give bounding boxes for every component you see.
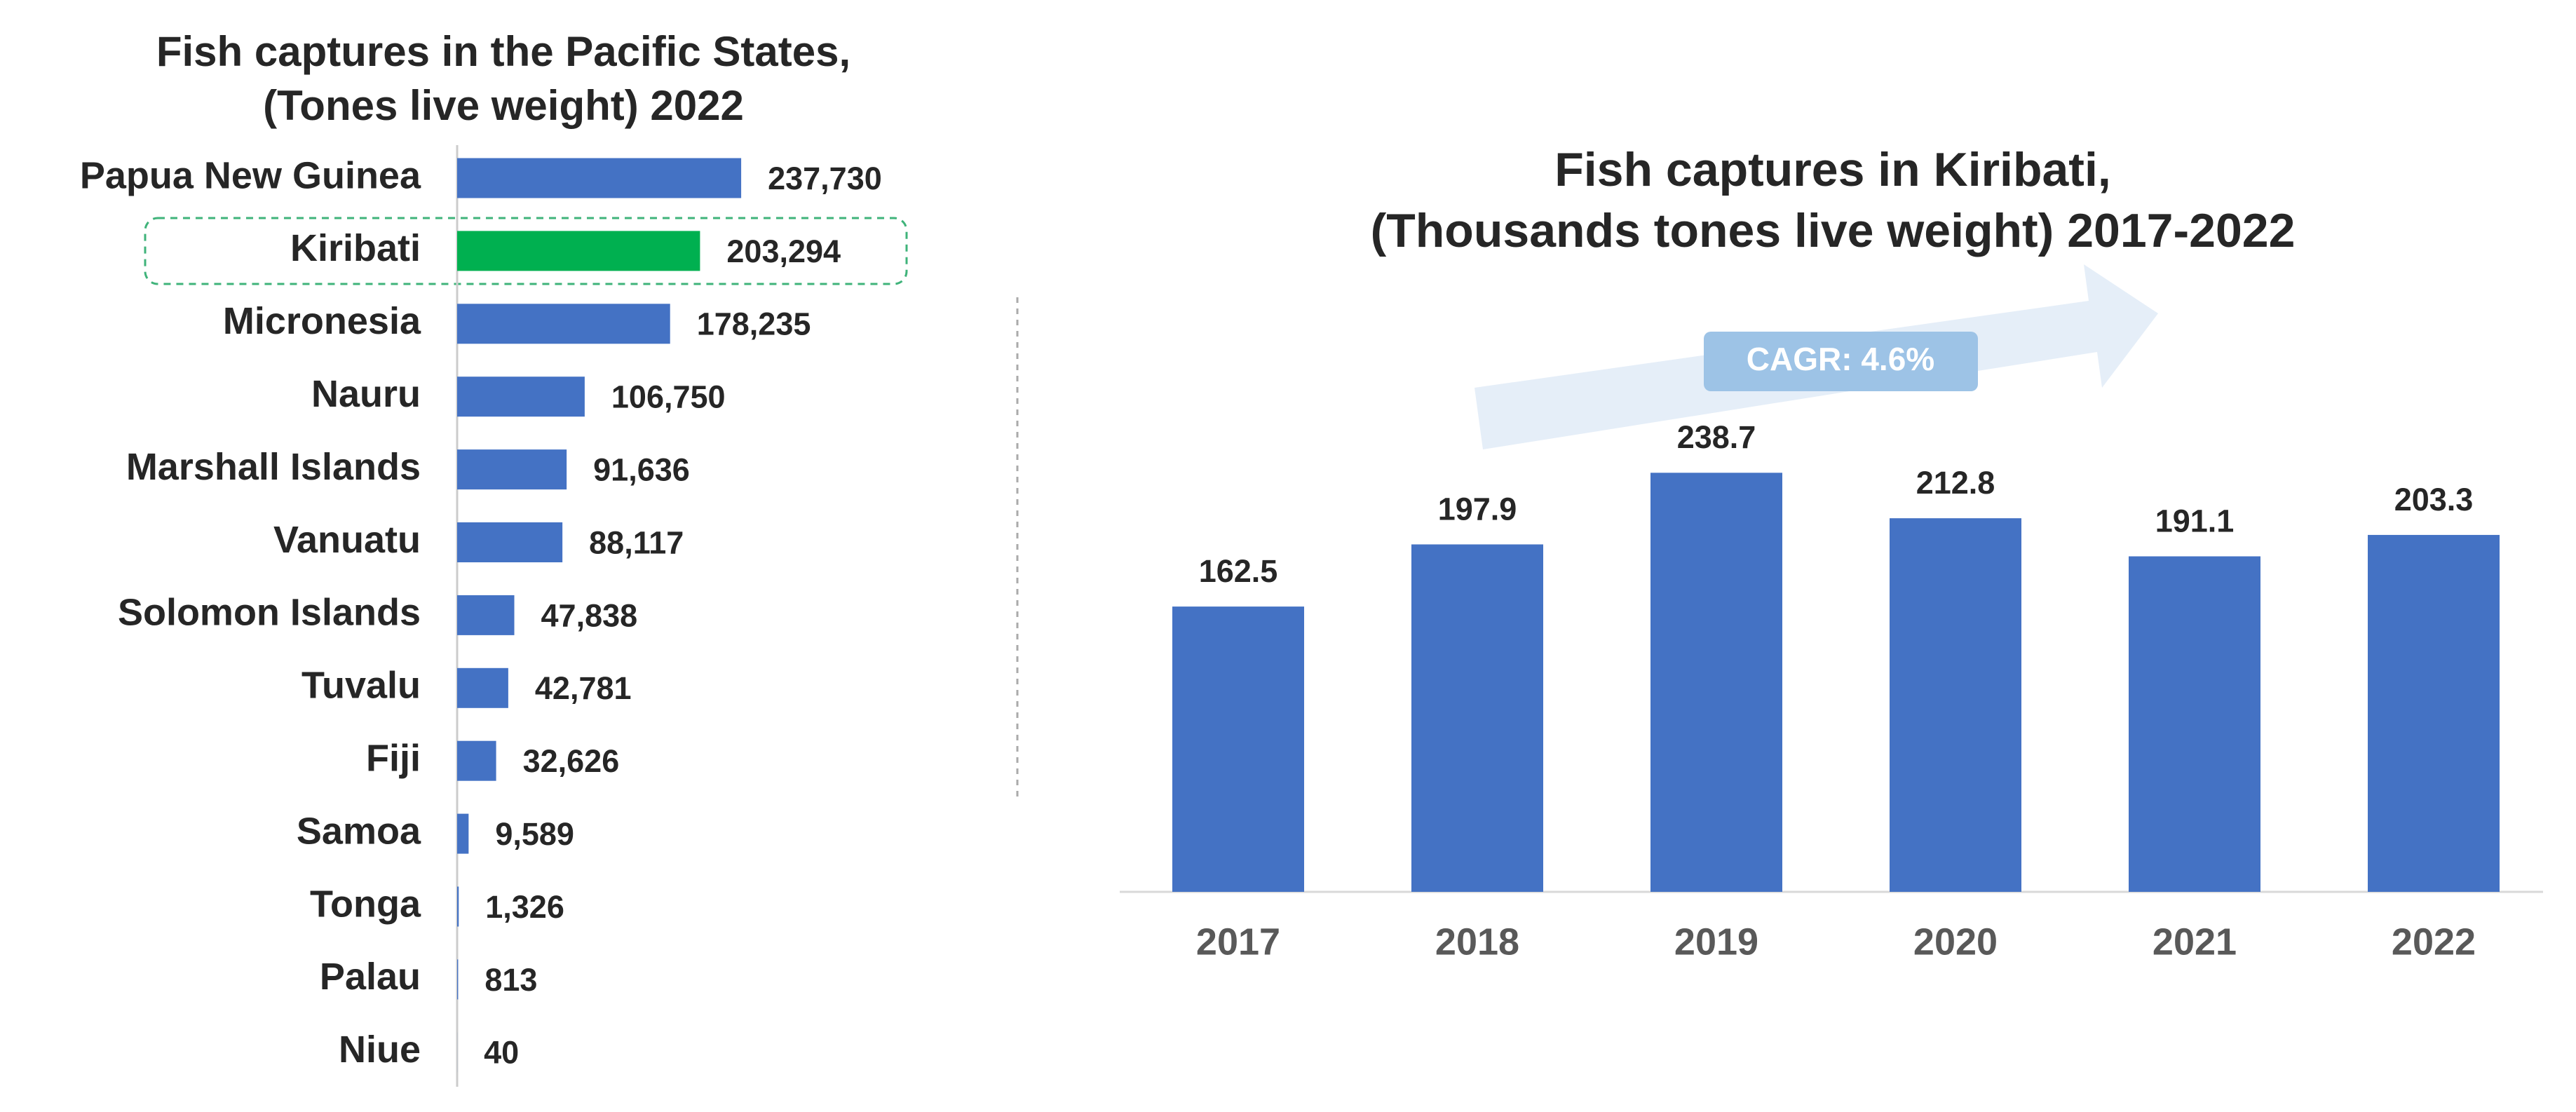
- bar: [2129, 556, 2260, 892]
- chart-subtitle: (Tones live weight) 2022: [263, 82, 744, 129]
- category-label: Fiji: [366, 737, 421, 779]
- value-label: 203.3: [2394, 482, 2474, 517]
- value-label: 191.1: [2155, 503, 2235, 538]
- value-label: 162.5: [1199, 553, 1278, 589]
- category-label: Vanuatu: [273, 519, 421, 561]
- bar: [457, 158, 742, 198]
- bar: [1890, 518, 2021, 892]
- x-tick-label: 2018: [1435, 921, 1519, 963]
- value-label: 237,730: [768, 161, 882, 196]
- value-label: 91,636: [593, 452, 690, 487]
- bar: [457, 886, 459, 927]
- category-label: Marshall Islands: [126, 446, 421, 488]
- value-label: 88,117: [589, 524, 684, 560]
- value-label: 178,235: [697, 306, 811, 342]
- category-label: Solomon Islands: [118, 592, 421, 634]
- x-tick-label: 2020: [1913, 921, 1998, 963]
- value-label: 197.9: [1438, 491, 1517, 527]
- value-label: 813: [484, 962, 537, 998]
- category-label: Samoa: [297, 810, 421, 852]
- category-label: Palau: [320, 956, 421, 998]
- bar: [457, 595, 515, 635]
- cagr-box: [1704, 332, 1978, 391]
- category-label: Nauru: [311, 373, 421, 415]
- x-tick-label: 2022: [2392, 921, 2476, 963]
- category-label: Micronesia: [223, 300, 421, 342]
- bar: [457, 304, 670, 344]
- bar: [457, 522, 563, 562]
- chart-title: Fish captures in Kiribati,: [1554, 143, 2111, 196]
- bar: [457, 377, 585, 417]
- annotation: CAGR: 4.6%: [1747, 341, 1934, 377]
- x-tick-label: 2017: [1196, 921, 1280, 963]
- value-label: 203,294: [726, 233, 841, 269]
- value-label: 47,838: [541, 597, 638, 633]
- category-label: Papua New Guinea: [80, 154, 421, 196]
- category-label: Tuvalu: [301, 665, 421, 707]
- value-label: 106,750: [611, 379, 726, 415]
- highlight-box: [144, 217, 908, 285]
- x-tick-label: 2021: [2153, 921, 2237, 963]
- bar: [457, 740, 496, 781]
- bar: [1411, 544, 1543, 892]
- category-label: Niue: [339, 1029, 421, 1071]
- chart-title: Fish captures in the Pacific States,: [156, 28, 850, 75]
- bar: [457, 813, 469, 854]
- category-label: Tonga: [310, 883, 421, 925]
- bar: [2368, 534, 2500, 892]
- value-label: 1,326: [485, 889, 564, 925]
- bar: [457, 231, 700, 271]
- bar: [457, 449, 567, 490]
- value-label: 40: [484, 1035, 519, 1071]
- chart-subtitle: (Thousands tones live weight) 2017-2022: [1371, 204, 2296, 257]
- value-label: 32,626: [523, 743, 620, 779]
- value-label: 238.7: [1677, 419, 1756, 455]
- bar: [457, 667, 508, 708]
- value-label: 42,781: [535, 670, 632, 706]
- bar: [1650, 473, 1782, 892]
- category-label: Kiribati: [290, 227, 421, 269]
- value-label: 212.8: [1916, 465, 1995, 501]
- x-tick-label: 2019: [1674, 921, 1758, 963]
- bar: [457, 959, 459, 1000]
- bar: [1172, 606, 1304, 892]
- value-label: 9,589: [495, 816, 574, 852]
